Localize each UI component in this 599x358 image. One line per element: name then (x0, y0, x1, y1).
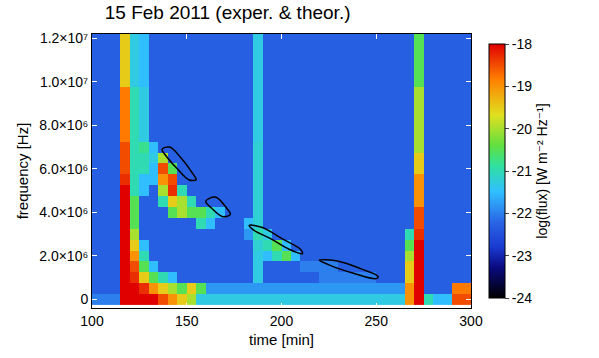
svg-text:log(flux) [W m⁻² Hz⁻¹]: log(flux) [W m⁻² Hz⁻¹] (534, 103, 550, 238)
svg-text:150: 150 (175, 313, 199, 329)
svg-text:-22: -22 (512, 205, 532, 221)
svg-text:-23: -23 (512, 248, 532, 264)
svg-text:-20: -20 (512, 121, 532, 137)
svg-text:4.0×10⁶: 4.0×10⁶ (39, 204, 88, 220)
svg-text:-19: -19 (512, 78, 532, 94)
svg-text:200: 200 (270, 313, 294, 329)
svg-text:2.0×10⁶: 2.0×10⁶ (39, 248, 88, 264)
svg-text:-18: -18 (512, 36, 532, 52)
svg-text:1.0×10⁷: 1.0×10⁷ (40, 74, 88, 90)
svg-text:time [min]: time [min] (249, 331, 314, 348)
svg-text:1.2×10⁷: 1.2×10⁷ (40, 30, 88, 46)
svg-text:100: 100 (80, 313, 104, 329)
svg-text:300: 300 (459, 313, 483, 329)
svg-text:8.0×10⁶: 8.0×10⁶ (39, 117, 88, 133)
svg-text:-24: -24 (512, 290, 532, 306)
svg-text:250: 250 (365, 313, 389, 329)
svg-text:15 Feb 2011 (exper. & theor.): 15 Feb 2011 (exper. & theor.) (105, 2, 351, 23)
svg-text:-21: -21 (512, 163, 532, 179)
svg-text:6.0×10⁶: 6.0×10⁶ (39, 161, 88, 177)
svg-text:0: 0 (80, 291, 88, 307)
svg-text:frequency [Hz]: frequency [Hz] (14, 123, 31, 220)
